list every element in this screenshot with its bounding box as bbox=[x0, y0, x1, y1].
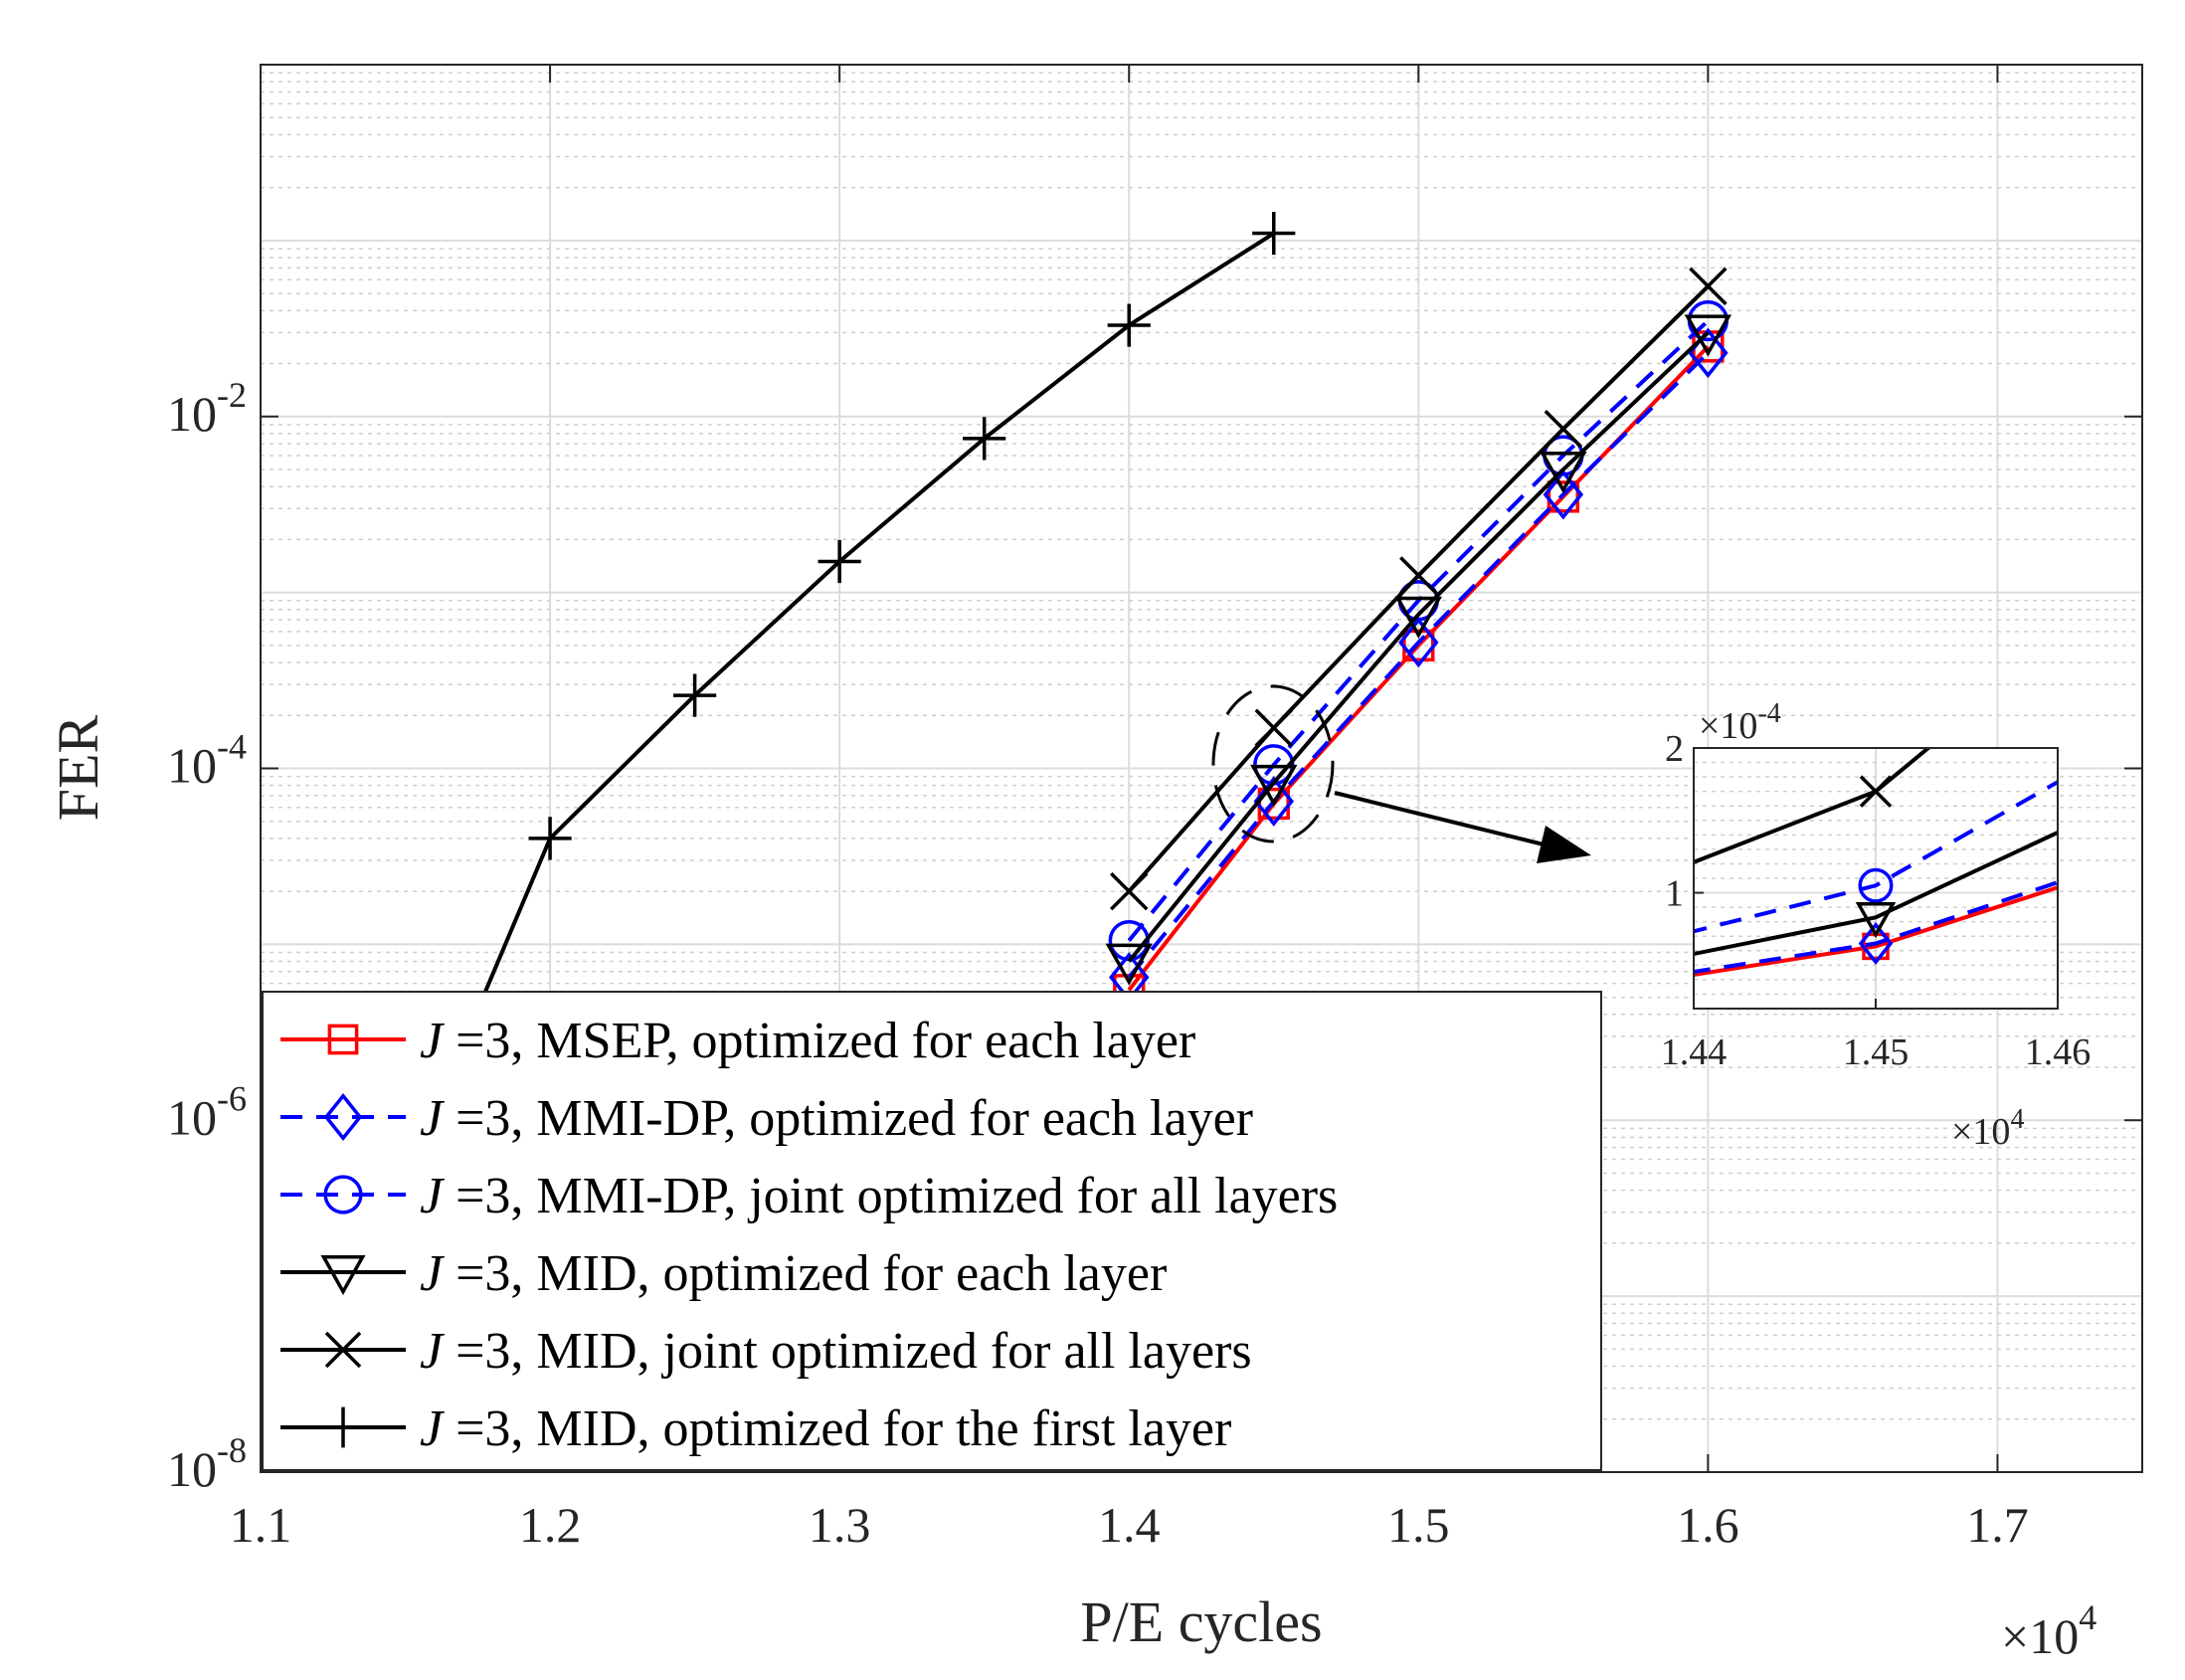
data-point-3-0 bbox=[1105, 943, 1153, 986]
inset-point-2 bbox=[1858, 867, 1894, 903]
data-point-1-1 bbox=[1253, 776, 1295, 827]
data-point-4-1 bbox=[1254, 708, 1294, 747]
data-point-3-3 bbox=[1540, 452, 1587, 494]
data-point-1-2 bbox=[1398, 617, 1439, 668]
inset-clipped bbox=[1694, 748, 2058, 977]
legend-marker-2 bbox=[323, 1175, 363, 1214]
inset-line-0 bbox=[1694, 885, 2058, 977]
data-point-3-1 bbox=[1250, 764, 1298, 808]
legend: J =3, MSEP, optimized for each layer J =3… bbox=[280, 1013, 1338, 1457]
legend-label-1: J =3, MMI-DP, optimized for each layer bbox=[420, 1090, 1253, 1147]
x-tick-label: 1.2 bbox=[519, 1497, 582, 1553]
legend-item-2: J =3, MMI-DP, joint optimized for all la… bbox=[280, 1168, 1338, 1224]
legend-label-2: J =3, MMI-DP, joint optimized for all la… bbox=[420, 1168, 1338, 1224]
data-point-3-4 bbox=[1684, 314, 1732, 357]
data-point-4-0 bbox=[1109, 871, 1149, 911]
inset-point-1 bbox=[1858, 921, 1894, 966]
zoom-arrow-head bbox=[1537, 826, 1591, 863]
inset-y-exponent: ×10-4 bbox=[1699, 698, 1781, 747]
legend-marker-0 bbox=[327, 1024, 359, 1055]
legend-marker-4 bbox=[324, 1331, 362, 1369]
inset-ticks: 1.44 1.45 1.46 1 2 bbox=[1661, 728, 2092, 1073]
inset-line-1 bbox=[1694, 880, 2058, 974]
inset-x-tick-label: 1.44 bbox=[1661, 1031, 1728, 1073]
inset-point-4 bbox=[1859, 775, 1893, 808]
data-point-4-4 bbox=[1689, 267, 1728, 306]
series-3 bbox=[1105, 314, 1732, 986]
legend-marker-3 bbox=[320, 1254, 366, 1296]
inset-point-3 bbox=[1855, 902, 1897, 939]
y-tick-label: 10-6 bbox=[167, 1078, 247, 1145]
zoom-arrow bbox=[1334, 791, 1560, 850]
x-tick-label: 1.6 bbox=[1677, 1497, 1739, 1553]
zoom-ellipse bbox=[1211, 684, 1335, 843]
legend-marker-1 bbox=[323, 1092, 363, 1142]
inset-line-3 bbox=[1694, 830, 2058, 957]
inset-x-tick-label: 1.45 bbox=[1843, 1031, 1910, 1073]
data-point-5-1 bbox=[528, 817, 572, 860]
inset-x-tick-label: 1.46 bbox=[2025, 1031, 2092, 1073]
legend-item-3: J =3, MID, optimized for each layer bbox=[280, 1245, 1167, 1302]
series-4 bbox=[1109, 267, 1728, 911]
y-tick-label: 10-4 bbox=[167, 727, 247, 794]
main-ticks: 1.1 1.2 1.3 1.4 1.5 1.6 1.7 10-8 10-6 10-4 10-2 bbox=[167, 65, 2142, 1553]
series-line-2 bbox=[1127, 319, 1710, 942]
y-axis-title: FER bbox=[46, 715, 110, 822]
data-point-5-6 bbox=[1252, 211, 1296, 256]
legend-marker-5 bbox=[322, 1406, 364, 1448]
x-tick-label: 1.7 bbox=[1966, 1497, 2029, 1553]
x-axis-exponent: ×104 bbox=[2001, 1597, 2096, 1664]
x-tick-label: 1.4 bbox=[1098, 1497, 1161, 1553]
inset-series bbox=[1694, 748, 2058, 977]
series-line-3 bbox=[1127, 330, 1710, 963]
data-point-4-2 bbox=[1399, 556, 1438, 595]
data-point-5-2 bbox=[673, 673, 717, 717]
inset-y-tick-label: 1 bbox=[1665, 873, 1684, 915]
legend-item-4: J =3, MID, joint optimized for all layer… bbox=[280, 1323, 1252, 1380]
y-tick-label: 10-8 bbox=[167, 1430, 247, 1497]
y-tick-label: 10-2 bbox=[167, 375, 247, 442]
x-tick-label: 1.1 bbox=[230, 1497, 292, 1553]
legend-box bbox=[262, 991, 1602, 1471]
legend-label-4: J =3, MID, joint optimized for all layer… bbox=[420, 1323, 1252, 1380]
x-tick-label: 1.3 bbox=[809, 1497, 871, 1553]
x-axis-title: P/E cycles bbox=[1080, 1589, 1322, 1654]
legend-item-0: J =3, MSEP, optimized for each layer bbox=[280, 1013, 1195, 1069]
data-point-5-5 bbox=[1107, 303, 1151, 347]
inset-y-tick-label: 2 bbox=[1665, 728, 1684, 770]
data-point-5-3 bbox=[818, 539, 861, 584]
x-tick-label: 1.5 bbox=[1387, 1497, 1450, 1553]
data-point-5-4 bbox=[963, 417, 1006, 461]
inset-x-exponent: ×104 bbox=[1951, 1104, 2024, 1153]
legend-item-1: J =3, MMI-DP, optimized for each layer bbox=[280, 1090, 1253, 1147]
legend-item-5: J =3, MID, optimized for the first layer bbox=[280, 1400, 1231, 1457]
inset-line-2 bbox=[1694, 779, 2058, 934]
series-line-1 bbox=[1127, 351, 1710, 979]
data-point-4-3 bbox=[1544, 409, 1583, 449]
data-point-1-3 bbox=[1543, 468, 1584, 520]
legend-label-3: J =3, MID, optimized for each layer bbox=[420, 1245, 1167, 1302]
data-point-3-2 bbox=[1394, 596, 1442, 640]
legend-label-0: J =3, MSEP, optimized for each layer bbox=[420, 1013, 1195, 1069]
legend-label-5: J =3, MID, optimized for the first layer bbox=[420, 1400, 1231, 1457]
